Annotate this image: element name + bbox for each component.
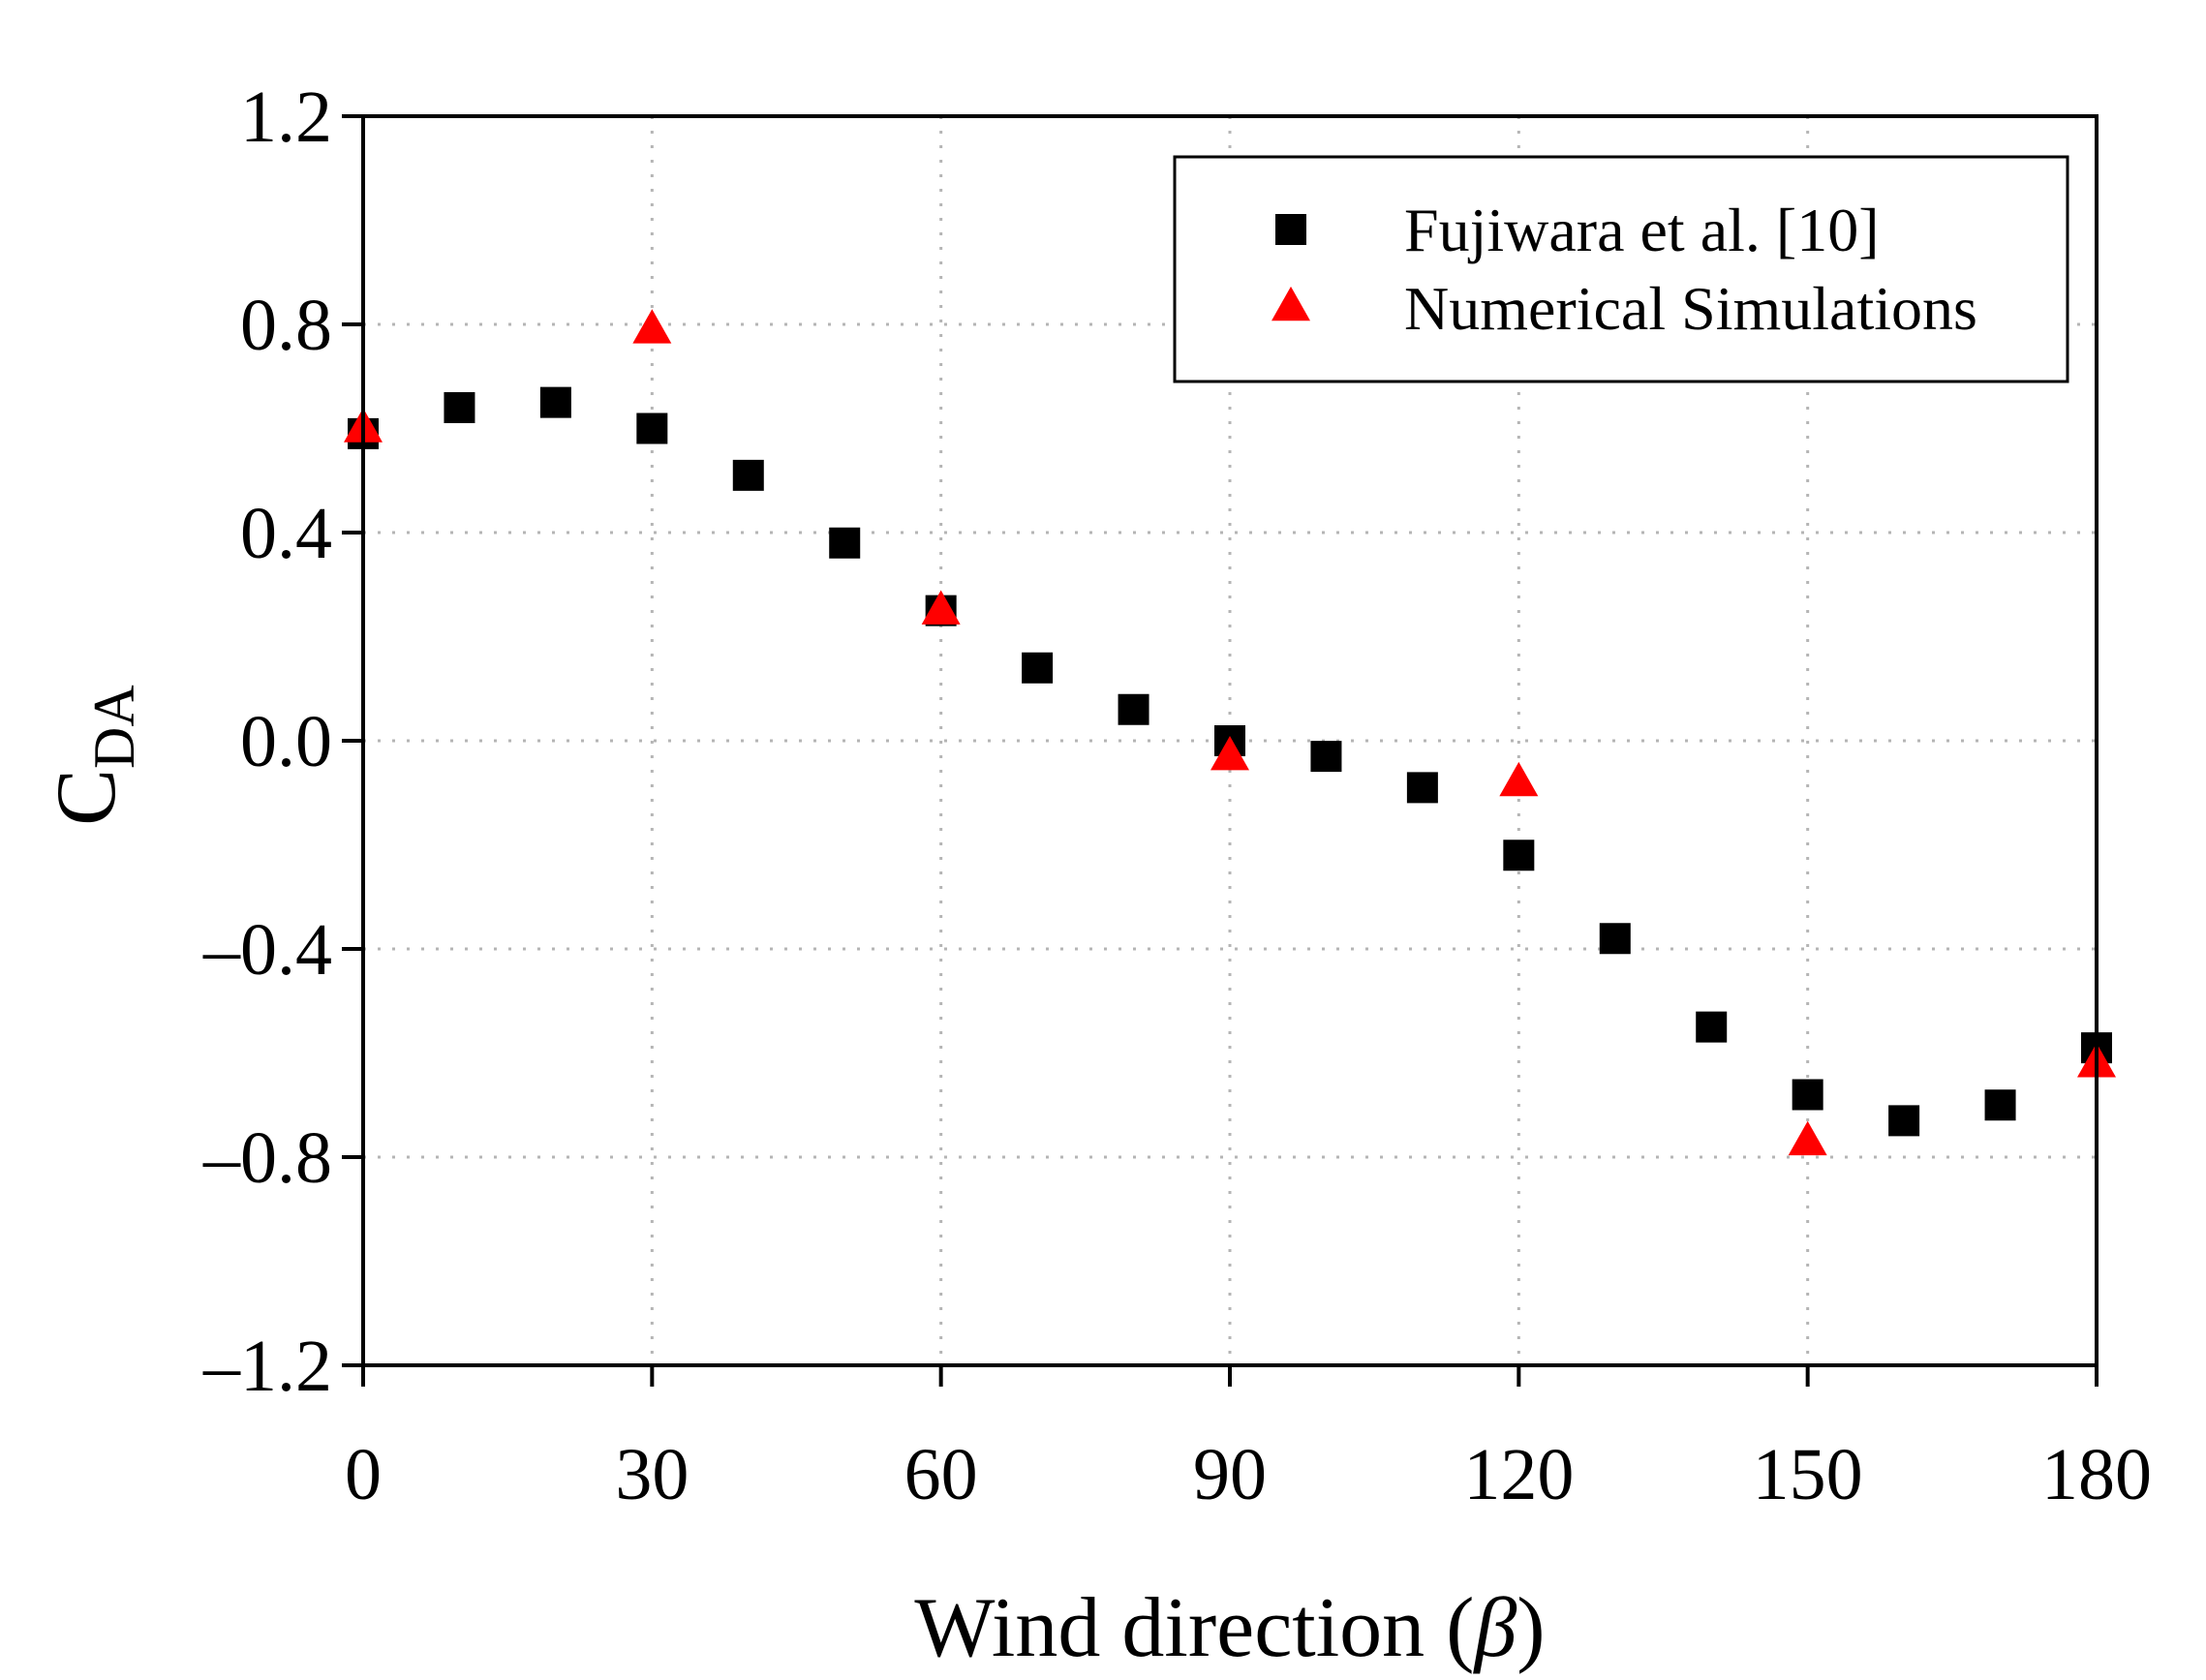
y-tick-labels: 1.2 0.8 0.4 0.0 –0.4 –0.8 –1.2 bbox=[202, 76, 332, 1407]
data-point-square bbox=[1888, 1105, 1920, 1137]
x-tick-label: 30 bbox=[615, 1434, 689, 1515]
legend-marker-numerical bbox=[1272, 286, 1310, 321]
x-axis-title-text: Wind direction ( bbox=[914, 1581, 1474, 1675]
data-point-triangle bbox=[1788, 1120, 1827, 1156]
series-fujiwara bbox=[348, 386, 2112, 1137]
x-axis-title-close: ) bbox=[1517, 1581, 1545, 1675]
y-axis-title: CDA bbox=[40, 685, 146, 825]
x-tick-labels: 0 30 60 90 120 150 180 bbox=[345, 1434, 2152, 1515]
y-tick-label: 0.8 bbox=[240, 285, 332, 366]
data-point-square bbox=[1118, 693, 1149, 725]
y-axis-title-subscript: DA bbox=[82, 685, 146, 769]
series-numerical bbox=[344, 309, 2116, 1156]
data-point-square bbox=[1406, 772, 1438, 804]
x-tick-label: 60 bbox=[904, 1434, 978, 1515]
axis-ticks bbox=[342, 114, 2099, 1387]
legend-box bbox=[1173, 155, 2069, 383]
data-point-triangle bbox=[1210, 736, 1249, 771]
y-axis-title-main: C bbox=[40, 769, 134, 826]
y-tick-label: –1.2 bbox=[202, 1326, 332, 1407]
x-axis-title-symbol: β bbox=[1472, 1581, 1517, 1675]
x-axis-title: Wind direction (β) bbox=[914, 1581, 1545, 1675]
plot-frame bbox=[361, 114, 2099, 1367]
data-point-triangle bbox=[1499, 761, 1539, 797]
legend-marker-fujiwara bbox=[1275, 214, 1306, 245]
data-point-square bbox=[444, 392, 475, 423]
data-point-square bbox=[1503, 840, 1535, 871]
y-tick-label: 1.2 bbox=[240, 76, 332, 158]
x-tick-label: 90 bbox=[1193, 1434, 1267, 1515]
y-tick-label: 0.0 bbox=[240, 701, 332, 782]
y-tick-label: –0.8 bbox=[202, 1117, 332, 1199]
y-tick-label: 0.4 bbox=[240, 493, 332, 574]
legend-label-fujiwara: Fujiwara et al. [10] bbox=[1404, 196, 1880, 264]
data-point-square bbox=[1792, 1079, 1823, 1111]
legend-label-numerical: Numerical Simulations bbox=[1404, 274, 1977, 343]
legend-triangle-icon bbox=[1272, 286, 1310, 321]
x-tick-label: 0 bbox=[345, 1434, 382, 1515]
data-point-square bbox=[1599, 923, 1631, 955]
legend-square-icon bbox=[1275, 214, 1306, 245]
data-point-square bbox=[1022, 652, 1054, 684]
data-point-triangle bbox=[921, 590, 961, 625]
data-point-square bbox=[732, 459, 764, 491]
data-point-square bbox=[1310, 741, 1342, 773]
y-tick-label: –0.4 bbox=[202, 909, 332, 991]
data-point-square bbox=[1696, 1011, 1728, 1043]
data-points bbox=[344, 309, 2116, 1156]
data-point-square bbox=[1984, 1089, 2016, 1121]
x-tick-label: 120 bbox=[1463, 1434, 1574, 1515]
data-point-triangle bbox=[632, 309, 672, 344]
data-point-square bbox=[636, 412, 668, 444]
x-tick-label: 150 bbox=[1753, 1434, 1863, 1515]
data-point-square bbox=[829, 527, 861, 559]
data-point-square bbox=[539, 386, 571, 418]
legend: Fujiwara et al. [10] Numerical Simulatio… bbox=[1173, 155, 2069, 383]
x-tick-label: 180 bbox=[2041, 1434, 2152, 1515]
